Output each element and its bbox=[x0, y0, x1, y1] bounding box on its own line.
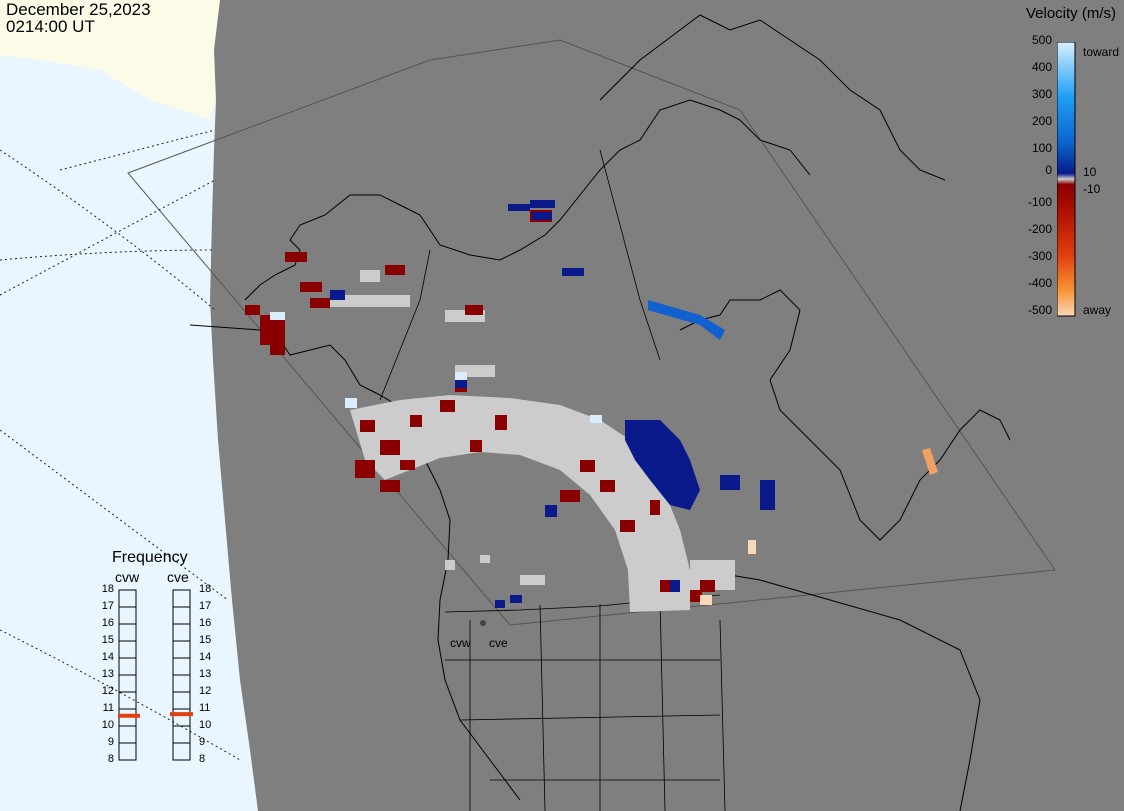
freq-scale-label: 16 bbox=[101, 617, 114, 629]
velocity-tick-label: 200 bbox=[1031, 114, 1052, 128]
freq-scale-label: 9 bbox=[107, 736, 114, 748]
site-label-cve: cve bbox=[489, 636, 508, 650]
freq-scale-label: 12 bbox=[199, 685, 212, 697]
freq-radar-label-cvw: cvw bbox=[115, 569, 140, 585]
freq-scale-label: 18 bbox=[199, 583, 212, 595]
freq-scale-label: 10 bbox=[199, 719, 212, 731]
site-label-cvw: cvw bbox=[450, 636, 471, 650]
graticule bbox=[0, 129, 241, 761]
site-marker-cvw bbox=[480, 620, 486, 626]
velocity-tick-label: 500 bbox=[1031, 33, 1052, 47]
ground-scatter bbox=[330, 270, 735, 612]
freq-scale-label: 17 bbox=[101, 600, 114, 612]
freq-scale-label: 18 bbox=[101, 583, 114, 595]
freq-scale-label: 12 bbox=[101, 685, 114, 697]
velocity-tick-label: 400 bbox=[1031, 60, 1052, 74]
freq-scale-label: 8 bbox=[199, 753, 206, 765]
freq-scale-label: 14 bbox=[101, 651, 114, 663]
freq-scale-label: 11 bbox=[199, 702, 211, 714]
freq-radar-label-cve: cve bbox=[167, 569, 189, 585]
freq-scale-label: 11 bbox=[102, 702, 114, 714]
velocity-tick-label: 100 bbox=[1031, 141, 1052, 155]
time-label: 0214:00 UT bbox=[6, 17, 95, 36]
freq-scale-label: 13 bbox=[101, 668, 114, 680]
freq-scale-label: 15 bbox=[101, 634, 114, 646]
political-borders bbox=[379, 149, 726, 811]
freq-scale-label: 8 bbox=[107, 753, 114, 765]
freq-scale-label: 14 bbox=[199, 651, 212, 663]
velocity-tick-label: -200 bbox=[1027, 222, 1052, 236]
toward-label: toward bbox=[1083, 45, 1120, 59]
velocity-tick-label: 0 bbox=[1045, 163, 1052, 177]
freq-scale-label: 15 bbox=[199, 634, 212, 646]
frequency-title: Frequency bbox=[112, 549, 188, 566]
velocity-tick-label: -400 bbox=[1027, 276, 1052, 290]
freq-scale-label: 16 bbox=[199, 617, 212, 629]
velocity-legend-title: Velocity (m/s) bbox=[1025, 5, 1116, 22]
velocity-tick-label: -500 bbox=[1027, 303, 1052, 317]
freq-scale-label: 10 bbox=[101, 719, 114, 731]
toward-scatter bbox=[330, 200, 775, 608]
velocity-tick-label: -10 bbox=[1083, 182, 1101, 196]
land-mass bbox=[210, 0, 1124, 811]
velocity-colorbar bbox=[1057, 42, 1076, 317]
freq-scale-label: 17 bbox=[199, 600, 212, 612]
freq-scale-label: 9 bbox=[199, 736, 206, 748]
freq-scale-label: 13 bbox=[199, 668, 212, 680]
arctic-ice bbox=[0, 0, 230, 120]
date-label: December 25,2023 bbox=[6, 0, 151, 19]
velocity-tick-label: -300 bbox=[1027, 249, 1052, 263]
frequency-scale bbox=[118, 589, 193, 761]
toward-light-scatter bbox=[270, 300, 725, 423]
away-light-scatter bbox=[700, 448, 938, 605]
away-label: away bbox=[1083, 303, 1112, 317]
velocity-tick-label: 10 bbox=[1083, 165, 1097, 179]
velocity-tick-label: 300 bbox=[1031, 87, 1052, 101]
radar-fov-outline bbox=[127, 39, 1056, 626]
velocity-tick-label: -100 bbox=[1027, 195, 1052, 209]
coastlines bbox=[189, 14, 1011, 811]
